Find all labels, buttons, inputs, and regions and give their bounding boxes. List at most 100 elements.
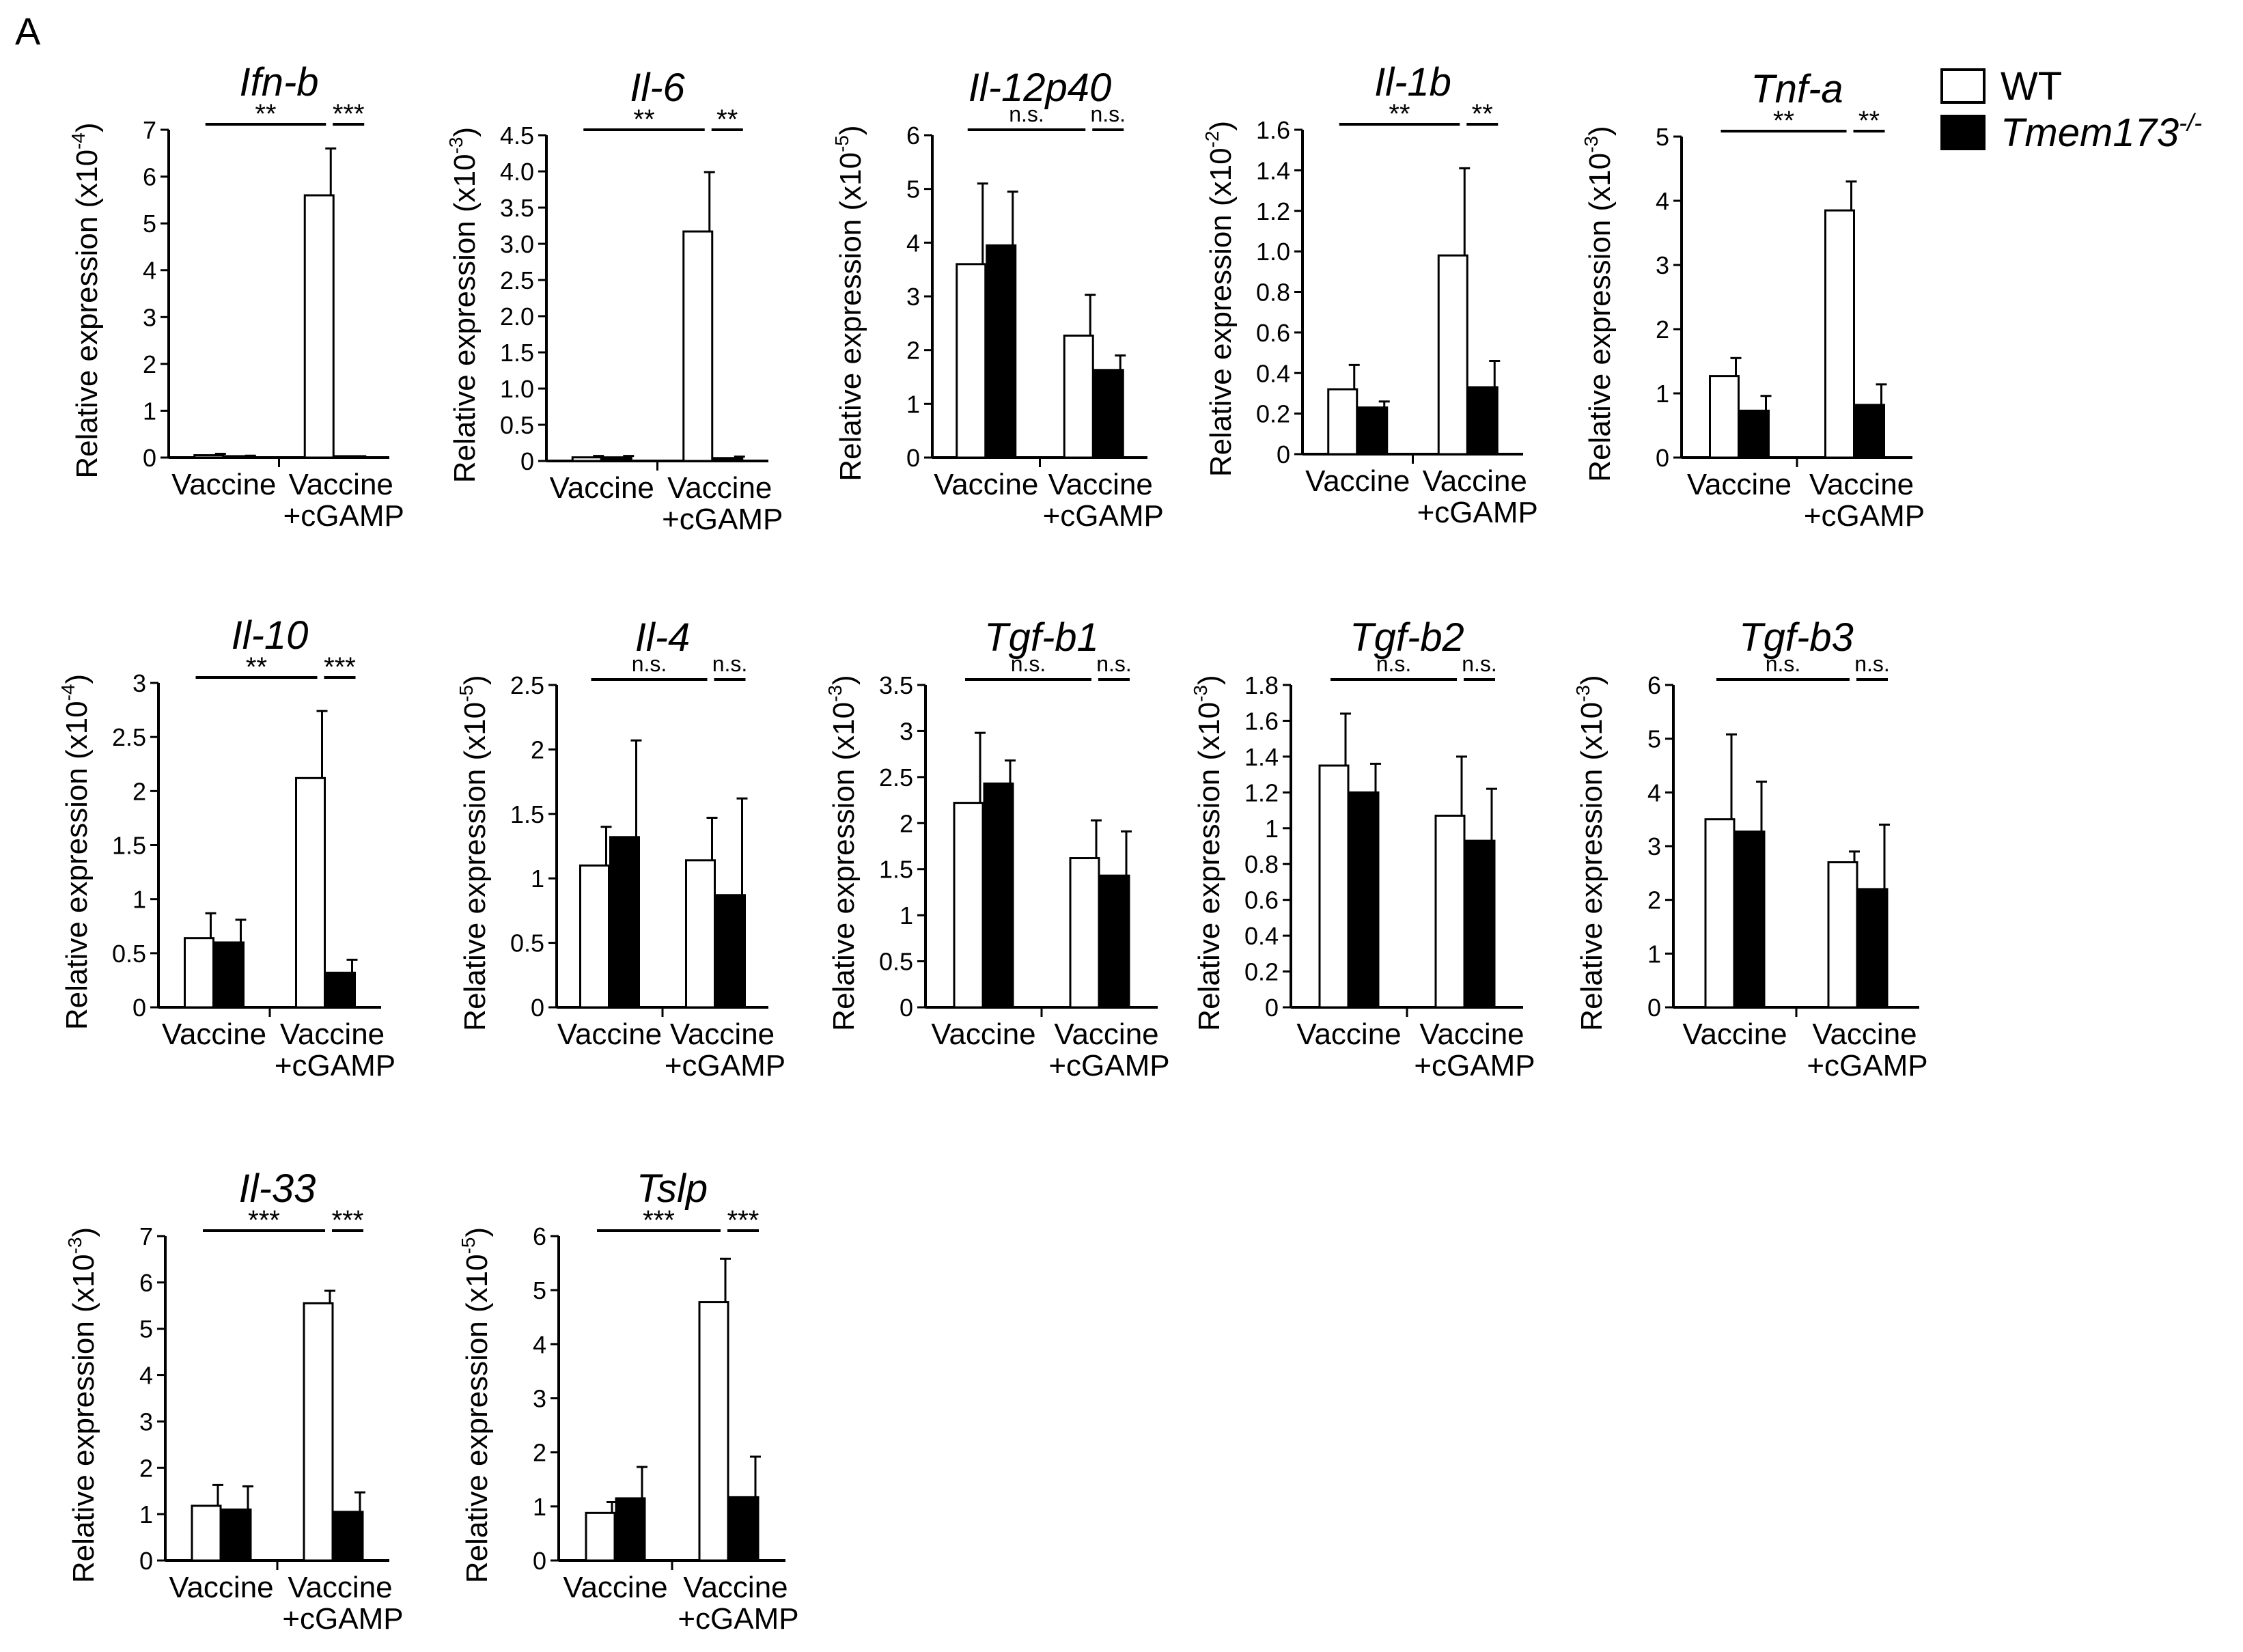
y-axis-label-exponent: -5 — [458, 1237, 479, 1254]
y-axis-label-text: Relative expression (x10 — [448, 154, 482, 483]
y-tick-label: 3 — [533, 1385, 546, 1413]
y-axis-label-exponent: -3 — [1190, 685, 1211, 702]
bar-wt-0 — [571, 456, 602, 462]
y-tick-label: 0.8 — [1244, 850, 1279, 878]
x-category-label-1-line2: +cGAMP — [678, 1602, 798, 1636]
y-tick-label: 4.0 — [500, 158, 534, 186]
y-tick-label: 6 — [139, 1269, 153, 1297]
bar-wt-1 — [1827, 861, 1858, 1009]
y-tick-label: 1.2 — [1256, 197, 1290, 225]
y-tick-label: 2.0 — [500, 303, 534, 331]
y-tick-label: 4 — [1656, 187, 1669, 215]
y-tick-label: 3 — [139, 1408, 153, 1436]
y-tick-label: 3 — [1656, 251, 1669, 279]
chart-panel-4: Tnf-a 0 1 2 3 4 5 Relative expression (x10-3) **… — [1580, 67, 1925, 533]
y-axis-label: Relative expression (x10-5) — [458, 1227, 494, 1583]
bar-wt-0 — [1318, 764, 1350, 1009]
y-axis-label-unit-end: ) — [70, 122, 104, 132]
y-tick-label: 0.5 — [879, 948, 913, 976]
y-axis-label: Relative expression (x10-3) — [64, 1227, 100, 1583]
panel-label: A — [15, 10, 41, 53]
y-axis-label-unit-end: ) — [458, 675, 492, 685]
x-category-label-1: Vaccine — [683, 1571, 788, 1604]
y-tick-label: 2 — [139, 1454, 153, 1482]
y-axis-label: Relative expression (x10-3) — [1190, 675, 1226, 1031]
y-tick-label: 0 — [1656, 444, 1669, 472]
chart-panel-7: Tgf-b1 0 0.5 1 1.5 2 2.5 3 3.5 Relative expressio… — [824, 615, 1170, 1082]
legend-label-0: WT — [2001, 64, 2062, 109]
significance-label-1: *** — [333, 99, 365, 129]
y-tick-label: 4 — [533, 1330, 546, 1358]
y-tick-label: 0 — [1647, 994, 1661, 1022]
x-category-label-1: Vaccine — [1419, 1018, 1524, 1051]
y-tick-label: 1 — [1656, 380, 1669, 408]
y-axis-label: Relative expression (x10-2) — [1201, 121, 1238, 477]
y-axis-label-exponent: -3 — [1580, 136, 1602, 153]
significance-label-1: n.s. — [1090, 102, 1126, 126]
x-category-label-1-line2: +cGAMP — [1048, 1049, 1169, 1082]
y-tick-label: 1.4 — [1244, 743, 1279, 771]
bar-tmem173-0 — [601, 456, 632, 462]
y-tick-label: 5 — [143, 210, 156, 238]
chart-title: Il-1b — [1374, 60, 1451, 104]
chart-panel-3: Il-1b 0 0.2 0.4 0.6 0.8 1.0 1.2 1.4 1.6 Relative e… — [1201, 60, 1538, 529]
y-tick-label: 4 — [906, 229, 920, 257]
y-tick-label: 0 — [520, 447, 534, 475]
y-tick-label: 0.5 — [500, 411, 534, 439]
y-tick-label: 1 — [533, 1493, 546, 1521]
bar-tmem173-1 — [1093, 369, 1124, 459]
bar-tmem173-1 — [325, 971, 356, 1009]
bar-tmem173-1 — [715, 894, 746, 1009]
bar-tmem173-0 — [221, 1508, 252, 1562]
y-tick-label: 2 — [900, 809, 913, 837]
bar-wt-1 — [1824, 209, 1855, 459]
x-category-label-0: Vaccine — [171, 468, 276, 501]
x-category-label-0: Vaccine — [563, 1571, 667, 1604]
y-tick-label: 1.0 — [500, 375, 534, 403]
significance-label-1: *** — [727, 1205, 760, 1235]
chart-title: Il-6 — [630, 66, 685, 110]
y-tick-label: 1.5 — [112, 832, 146, 860]
y-tick-label: 1.6 — [1244, 707, 1279, 735]
significance-label-0: n.s. — [1766, 652, 1801, 676]
y-tick-label: 6 — [143, 163, 156, 191]
bar-tmem173-1 — [712, 457, 744, 462]
chart-panel-6: Il-4 0 0.5 1 1.5 2 2.5 Relative expression (x10… — [456, 615, 785, 1082]
bar-wt-0 — [191, 1504, 222, 1562]
bar-wt-1 — [685, 859, 716, 1009]
y-tick-label: 1.4 — [1256, 156, 1290, 184]
bar-wt-0 — [585, 1511, 616, 1562]
y-axis-label: Relative expression (x10-5) — [456, 675, 492, 1031]
chart-title: Il-12p40 — [969, 66, 1112, 110]
y-tick-label: 4.5 — [500, 122, 534, 150]
x-category-label-1-line2: +cGAMP — [283, 499, 404, 533]
y-tick-label: 1 — [139, 1500, 153, 1528]
y-tick-label: 3 — [900, 717, 913, 745]
chart-panel-9: Tgf-b3 0 1 2 3 4 5 6 Relative expression (x10-3)… — [1572, 615, 1928, 1082]
y-tick-label: 0.4 — [1244, 922, 1279, 950]
x-category-label-0: Vaccine — [162, 1018, 266, 1051]
y-axis-label-exponent: -2 — [1201, 130, 1223, 148]
x-category-label-1-line2: +cGAMP — [662, 503, 783, 536]
significance-label-0: n.s. — [1011, 652, 1046, 676]
x-category-label-0: Vaccine — [169, 1571, 273, 1604]
y-axis-label-unit-end: ) — [1575, 675, 1608, 685]
y-axis-label: Relative expression (x10-4) — [68, 122, 104, 478]
y-tick-label: 3.0 — [500, 230, 534, 258]
significance-label-1: n.s. — [1854, 652, 1890, 676]
y-tick-label: 5 — [1656, 123, 1669, 151]
y-tick-label: 0.5 — [112, 940, 146, 968]
bar-tmem173-0 — [214, 941, 245, 1009]
y-tick-label: 5 — [139, 1315, 153, 1343]
significance-label-1: ** — [716, 104, 738, 135]
bar-tmem173-1 — [1854, 404, 1885, 459]
bar-tmem173-1 — [1467, 386, 1499, 456]
y-axis-label-text: Relative expression (x10 — [834, 152, 867, 481]
y-tick-label: 1 — [906, 390, 920, 418]
y-tick-label: 2 — [133, 777, 146, 805]
bar-wt-0 — [953, 802, 984, 1009]
bar-wt-0 — [193, 454, 225, 459]
y-axis-label-text: Relative expression (x10 — [1193, 702, 1226, 1031]
y-axis-label-unit-end: ) — [1193, 675, 1226, 685]
